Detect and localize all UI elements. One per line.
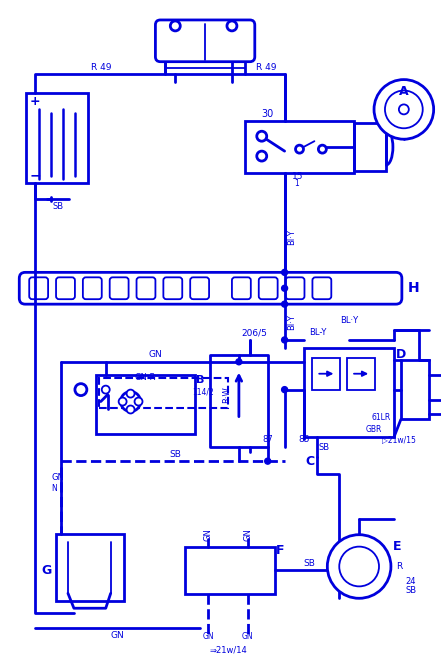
Circle shape — [118, 397, 126, 405]
Circle shape — [170, 21, 180, 31]
Text: R: R — [396, 562, 402, 571]
Text: C: C — [305, 455, 314, 468]
Text: R·W: R·W — [222, 386, 232, 403]
Circle shape — [339, 547, 379, 586]
Circle shape — [102, 386, 110, 393]
Bar — [312, 358, 340, 390]
Circle shape — [227, 21, 237, 31]
Text: 30: 30 — [262, 109, 274, 119]
Text: 206/5: 206/5 — [242, 328, 268, 338]
Circle shape — [126, 405, 134, 413]
Text: 24: 24 — [406, 577, 416, 586]
Bar — [56, 534, 124, 601]
Text: B: B — [196, 374, 204, 385]
Circle shape — [374, 80, 434, 139]
Bar — [26, 93, 88, 183]
Text: GN: GN — [111, 630, 125, 640]
Text: GN: GN — [149, 350, 162, 359]
Text: +: + — [30, 95, 41, 108]
Text: F: F — [275, 544, 284, 557]
Text: GN: GN — [204, 528, 213, 541]
Text: GN·R: GN·R — [135, 373, 156, 382]
Text: GN: GN — [51, 472, 64, 482]
Text: ⇒21w/14: ⇒21w/14 — [209, 645, 247, 655]
Text: 1: 1 — [294, 180, 299, 188]
Text: R 49: R 49 — [256, 63, 277, 72]
Text: GN: GN — [242, 632, 254, 640]
Circle shape — [296, 145, 304, 153]
Bar — [354, 123, 386, 171]
Circle shape — [257, 151, 267, 161]
Text: Bl·Y: Bl·Y — [287, 228, 296, 245]
Text: H: H — [408, 281, 419, 295]
Bar — [245, 121, 354, 173]
Text: 61LR: 61LR — [371, 413, 391, 422]
Bar — [347, 358, 375, 390]
Text: N: N — [51, 484, 57, 494]
Text: Bl·Y: Bl·Y — [287, 314, 296, 330]
Bar — [96, 374, 195, 434]
Text: SB: SB — [169, 449, 181, 459]
Circle shape — [282, 337, 288, 343]
Text: G: G — [41, 564, 51, 577]
Text: 15: 15 — [292, 172, 303, 182]
Circle shape — [75, 384, 87, 395]
Circle shape — [126, 390, 134, 397]
Text: −: − — [29, 168, 41, 182]
Bar — [401, 360, 429, 419]
Circle shape — [257, 131, 267, 141]
Text: GN: GN — [244, 528, 252, 541]
Text: SB: SB — [53, 202, 64, 211]
Text: R 49: R 49 — [91, 63, 111, 72]
Text: BL-Y: BL-Y — [309, 328, 326, 338]
Text: SB: SB — [405, 586, 416, 595]
Text: ▷21w/15: ▷21w/15 — [382, 435, 416, 443]
Bar — [185, 547, 274, 594]
Text: 87: 87 — [263, 435, 273, 443]
Circle shape — [328, 535, 391, 598]
Bar — [305, 348, 394, 438]
Text: 85: 85 — [299, 435, 310, 443]
Circle shape — [134, 397, 142, 405]
Circle shape — [236, 359, 242, 365]
Circle shape — [121, 392, 141, 411]
Text: A: A — [399, 85, 409, 98]
Circle shape — [399, 105, 409, 114]
Text: GN: GN — [202, 632, 214, 640]
Circle shape — [282, 269, 288, 275]
Text: E: E — [392, 540, 401, 553]
Circle shape — [265, 458, 271, 464]
Text: SB: SB — [304, 559, 316, 568]
Circle shape — [282, 301, 288, 307]
Circle shape — [282, 387, 288, 393]
Text: BL·Y: BL·Y — [340, 316, 358, 324]
Circle shape — [282, 286, 288, 291]
Circle shape — [385, 91, 423, 128]
Text: D: D — [396, 348, 406, 361]
Text: GBR: GBR — [366, 425, 382, 434]
Bar — [99, 378, 228, 407]
Text: 114/2: 114/2 — [192, 387, 214, 396]
Text: SB: SB — [319, 443, 330, 452]
Circle shape — [318, 145, 326, 153]
